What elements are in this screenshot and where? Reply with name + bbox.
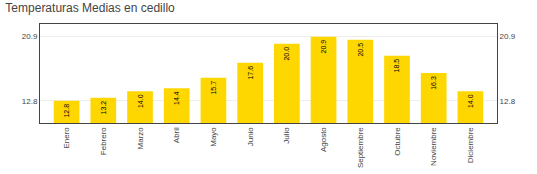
svg-text:12.8: 12.8 (63, 104, 70, 118)
svg-text:14.0: 14.0 (467, 94, 474, 108)
svg-text:20.0: 20.0 (283, 47, 290, 61)
svg-text:15.7: 15.7 (210, 81, 217, 95)
svg-text:18.5: 18.5 (393, 59, 400, 73)
svg-text:20.5: 20.5 (357, 43, 364, 57)
svg-text:Marzo: Marzo (136, 127, 145, 150)
svg-text:Mayo: Mayo (209, 127, 218, 147)
svg-text:Temperaturas Medias en cedillo: Temperaturas Medias en cedillo (5, 1, 175, 15)
svg-text:17.6: 17.6 (247, 66, 254, 80)
svg-text:Noviembre: Noviembre (429, 127, 438, 166)
svg-text:20.9: 20.9 (500, 32, 516, 41)
svg-text:Julio: Julio (282, 127, 291, 144)
svg-text:14.0: 14.0 (137, 94, 144, 108)
svg-text:12.8: 12.8 (22, 97, 38, 106)
svg-text:Febrero: Febrero (99, 127, 108, 156)
svg-text:Junio: Junio (246, 127, 255, 147)
svg-text:14.4: 14.4 (173, 91, 180, 105)
svg-text:Diciembre: Diciembre (466, 127, 475, 164)
svg-text:Octubre: Octubre (393, 127, 402, 156)
svg-text:16.3: 16.3 (430, 76, 437, 90)
svg-text:13.2: 13.2 (100, 101, 107, 115)
svg-text:Enero: Enero (62, 127, 71, 149)
svg-text:12.8: 12.8 (500, 97, 516, 106)
svg-text:Abril: Abril (172, 127, 181, 143)
svg-text:Agosto: Agosto (319, 127, 328, 152)
svg-text:20.9: 20.9 (22, 32, 38, 41)
svg-text:Septiembre: Septiembre (356, 127, 365, 168)
svg-text:20.9: 20.9 (320, 40, 327, 54)
